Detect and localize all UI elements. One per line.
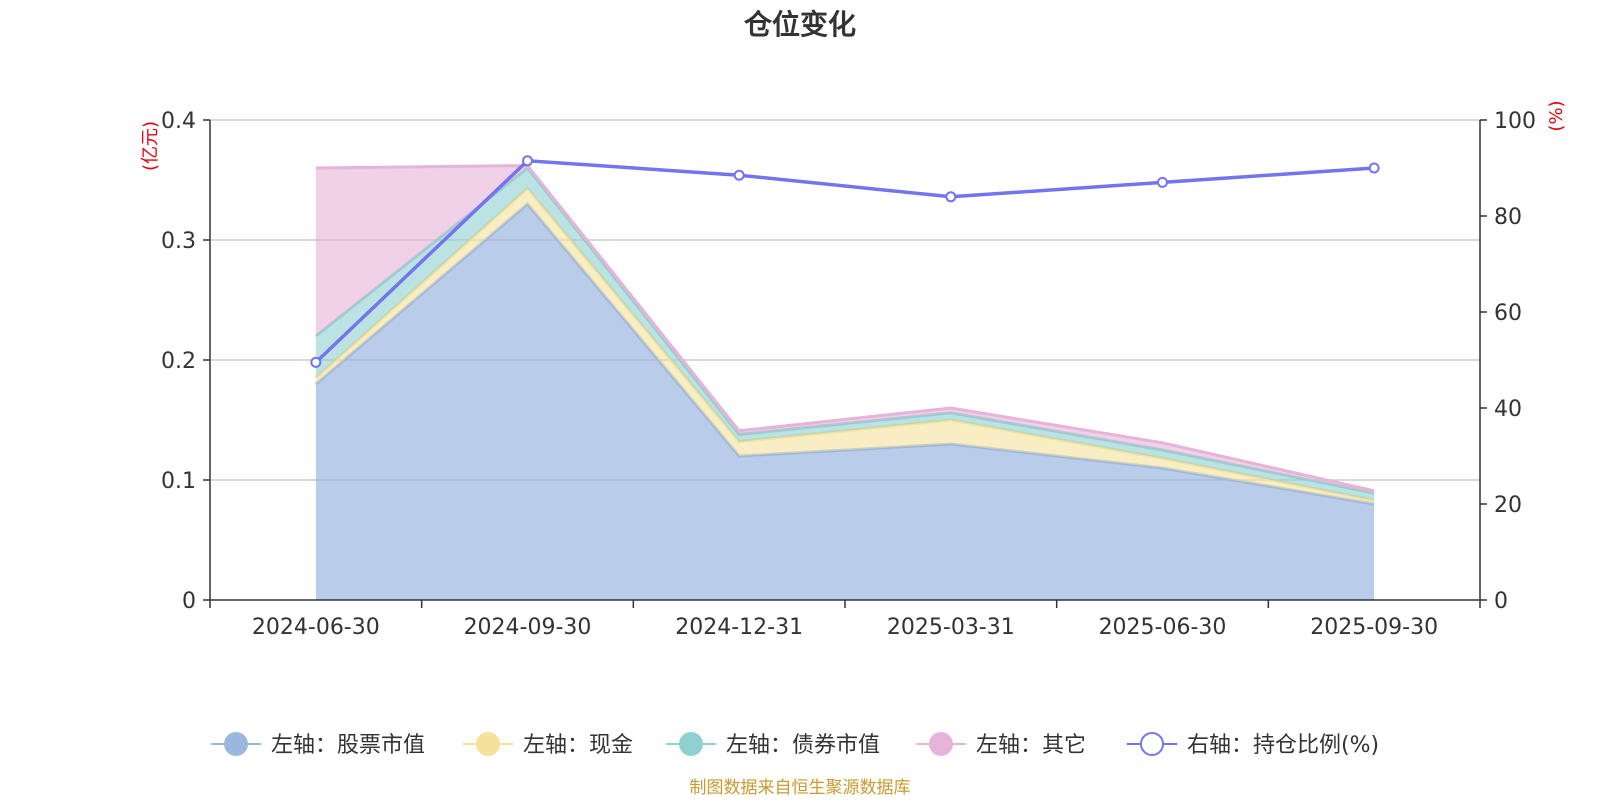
line-series xyxy=(310,155,1380,368)
area-edge-其它 xyxy=(315,164,1375,493)
x-tick-label: 2024-12-31 xyxy=(675,615,803,640)
holding-ratio-point xyxy=(945,191,957,203)
legend-label: 左轴：现金 xyxy=(523,733,633,758)
holding-ratio-point xyxy=(310,356,322,368)
legend-marker xyxy=(1140,732,1164,756)
legend-marker xyxy=(476,732,500,756)
x-tick-label: 2024-06-30 xyxy=(252,615,380,640)
left-tick-label: 0.1 xyxy=(161,469,196,494)
right-tick-label: 100 xyxy=(1494,109,1536,134)
legend-label: 右轴：持仓比例(%) xyxy=(1187,733,1379,758)
legend-label: 左轴：其它 xyxy=(976,733,1086,758)
holding-ratio-point xyxy=(1157,176,1168,188)
holding-ratio-point xyxy=(1368,162,1380,174)
legend-label: 左轴：债券市值 xyxy=(726,733,880,758)
x-tick-label: 2025-09-30 xyxy=(1310,615,1438,640)
holding-ratio-point xyxy=(733,169,745,181)
x-tick-label: 2024-09-30 xyxy=(464,615,592,640)
legend-marker xyxy=(679,732,703,756)
legend-marker xyxy=(224,732,248,756)
right-tick-label: 0 xyxy=(1494,589,1508,614)
right-tick-label: 20 xyxy=(1494,493,1522,518)
left-tick-label: 0.4 xyxy=(161,109,196,134)
right-tick-label: 80 xyxy=(1494,205,1522,230)
holding-ratio-line xyxy=(314,159,1375,364)
chart-title: 仓位变化 xyxy=(744,8,856,41)
axes: 0 0.1 0.2 0.3 0.4 0 20 40 60 80 100 2024-06-30 2024-… xyxy=(161,109,1536,640)
legend-marker xyxy=(929,732,953,756)
right-axis-unit: (%) xyxy=(1546,100,1567,131)
legend: 左轴：股票市值 左轴：现金 左轴：债券市值 左轴：其它 右轴：持仓比例(%) xyxy=(211,732,1379,758)
legend-label: 左轴：股票市值 xyxy=(271,733,425,758)
x-tick-label: 2025-03-31 xyxy=(887,615,1015,640)
left-tick-label: 0 xyxy=(182,589,196,614)
area-其它 xyxy=(315,165,1375,494)
source-note: 制图数据来自恒生聚源数据库 xyxy=(690,778,911,798)
right-tick-label: 40 xyxy=(1494,397,1522,422)
area-股票市值 xyxy=(315,204,1375,600)
left-tick-label: 0.2 xyxy=(161,349,196,374)
area-现金 xyxy=(315,188,1375,504)
area-series xyxy=(314,164,1375,600)
area-债券市值 xyxy=(315,168,1375,501)
left-axis-unit: (亿元) xyxy=(140,121,161,171)
right-tick-label: 60 xyxy=(1494,301,1522,326)
x-tick-label: 2025-06-30 xyxy=(1099,615,1227,640)
left-tick-label: 0.3 xyxy=(161,229,196,254)
holding-ratio-point xyxy=(522,155,533,167)
